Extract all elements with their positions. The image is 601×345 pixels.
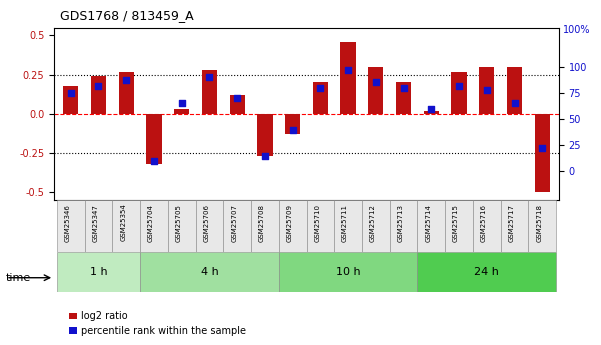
Bar xyxy=(507,67,522,114)
FancyBboxPatch shape xyxy=(473,200,501,252)
Text: GSM25347: GSM25347 xyxy=(93,204,99,241)
FancyBboxPatch shape xyxy=(85,200,112,252)
FancyBboxPatch shape xyxy=(501,200,528,252)
Bar xyxy=(535,114,550,192)
Text: GSM25706: GSM25706 xyxy=(203,204,209,242)
Bar xyxy=(230,95,245,114)
Point xyxy=(233,96,242,101)
Bar xyxy=(396,82,411,114)
FancyBboxPatch shape xyxy=(418,200,445,252)
FancyBboxPatch shape xyxy=(168,200,195,252)
FancyBboxPatch shape xyxy=(251,200,279,252)
FancyBboxPatch shape xyxy=(334,200,362,252)
Text: 24 h: 24 h xyxy=(474,267,499,277)
Bar xyxy=(313,82,328,114)
FancyBboxPatch shape xyxy=(140,252,279,292)
Bar xyxy=(174,109,189,114)
Text: GSM25710: GSM25710 xyxy=(314,204,320,242)
Point xyxy=(371,80,380,85)
FancyBboxPatch shape xyxy=(140,200,168,252)
FancyBboxPatch shape xyxy=(307,200,334,252)
Point xyxy=(177,101,186,106)
FancyBboxPatch shape xyxy=(528,200,556,252)
FancyBboxPatch shape xyxy=(362,200,389,252)
Bar xyxy=(341,42,356,114)
Text: GSM25354: GSM25354 xyxy=(120,204,126,241)
Point xyxy=(94,83,103,88)
Point xyxy=(204,75,214,80)
Text: GSM25715: GSM25715 xyxy=(453,204,459,241)
Point xyxy=(316,85,325,90)
Point xyxy=(66,90,76,96)
FancyBboxPatch shape xyxy=(224,200,251,252)
Point xyxy=(537,146,547,151)
Bar xyxy=(202,70,217,114)
Bar xyxy=(63,86,78,114)
Bar xyxy=(479,67,495,114)
Text: GSM25716: GSM25716 xyxy=(481,204,487,242)
Text: 100%: 100% xyxy=(563,25,591,35)
Text: GSM25717: GSM25717 xyxy=(508,204,514,242)
Text: GSM25718: GSM25718 xyxy=(536,204,542,242)
Text: 10 h: 10 h xyxy=(336,267,361,277)
Text: 1 h: 1 h xyxy=(90,267,108,277)
Bar xyxy=(146,114,162,164)
Text: GSM25712: GSM25712 xyxy=(370,204,376,241)
Point xyxy=(510,101,519,106)
Text: GSM25707: GSM25707 xyxy=(231,204,237,242)
Point xyxy=(482,87,492,92)
Bar xyxy=(424,111,439,114)
Text: GSM25704: GSM25704 xyxy=(148,204,154,241)
Text: GSM25713: GSM25713 xyxy=(398,204,404,242)
FancyBboxPatch shape xyxy=(389,200,418,252)
Bar xyxy=(368,67,383,114)
Point xyxy=(427,106,436,111)
FancyBboxPatch shape xyxy=(112,200,140,252)
Text: GSM25708: GSM25708 xyxy=(259,204,265,242)
Point xyxy=(149,158,159,164)
FancyBboxPatch shape xyxy=(57,252,140,292)
Text: GSM25711: GSM25711 xyxy=(342,204,348,242)
Point xyxy=(288,127,297,132)
Point xyxy=(121,78,131,83)
Text: GSM25714: GSM25714 xyxy=(426,204,432,241)
Text: GSM25346: GSM25346 xyxy=(65,204,71,241)
FancyBboxPatch shape xyxy=(279,200,307,252)
Point xyxy=(454,83,464,88)
Bar xyxy=(118,71,134,114)
FancyBboxPatch shape xyxy=(445,200,473,252)
Bar xyxy=(451,71,467,114)
FancyBboxPatch shape xyxy=(57,200,85,252)
FancyBboxPatch shape xyxy=(279,252,418,292)
Text: GSM25709: GSM25709 xyxy=(287,204,293,242)
Text: time: time xyxy=(6,273,31,283)
Point xyxy=(260,153,270,158)
Text: GSM25705: GSM25705 xyxy=(175,204,182,241)
Text: GDS1768 / 813459_A: GDS1768 / 813459_A xyxy=(60,9,194,22)
Bar xyxy=(285,114,300,134)
Legend: log2 ratio, percentile rank within the sample: log2 ratio, percentile rank within the s… xyxy=(65,307,249,340)
FancyBboxPatch shape xyxy=(195,200,224,252)
Point xyxy=(343,67,353,73)
Bar xyxy=(257,114,272,156)
Text: 4 h: 4 h xyxy=(201,267,218,277)
FancyBboxPatch shape xyxy=(418,252,556,292)
Point xyxy=(399,85,409,90)
Bar xyxy=(91,76,106,114)
